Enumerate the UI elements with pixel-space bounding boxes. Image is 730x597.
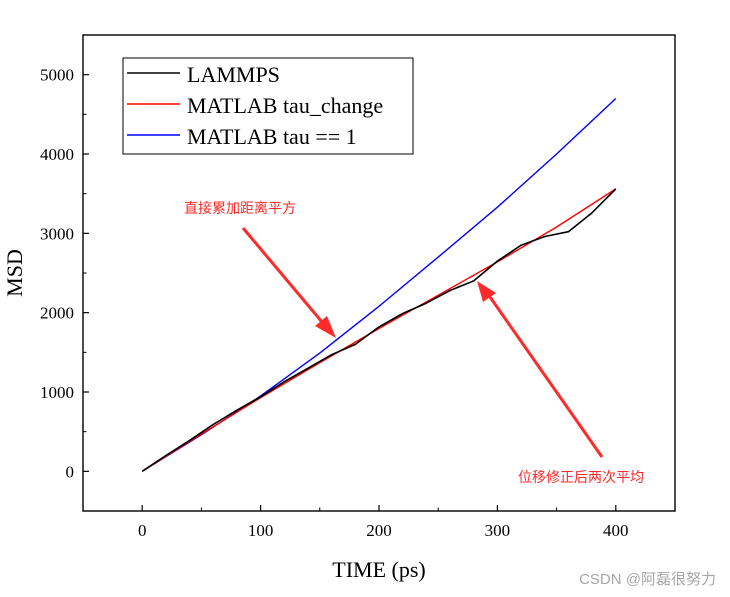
watermark: CSDN @阿磊很努力: [579, 571, 716, 588]
y-tick-label: 3000: [40, 224, 74, 243]
x-tick-label: 300: [485, 521, 511, 540]
annotation-direct-sum-arrowhead: [315, 316, 336, 338]
x-axis-ticks: 0 100 200 300 400: [138, 505, 629, 540]
y-axis-ticks: 0 1000 2000 3000 4000 5000: [40, 66, 89, 481]
annotation-direct-sum-label: 直接累加距离平方: [184, 200, 296, 216]
y-tick-label: 4000: [40, 145, 74, 164]
legend-label-lammps: LAMMPS: [187, 62, 280, 87]
annotation-corrected-avg-arrowhead: [477, 281, 496, 302]
x-axis-label: TIME (ps): [332, 557, 425, 582]
annotation-corrected-avg: 位移修正后两次平均: [477, 281, 644, 485]
annotation-corrected-avg-label: 位移修正后两次平均: [518, 469, 644, 485]
legend-label-tau-1: MATLAB tau == 1: [187, 124, 357, 149]
y-axis-label: MSD: [2, 249, 27, 297]
legend: LAMMPS MATLAB tau_change MATLAB tau == 1: [122, 57, 414, 155]
annotation-direct-sum: 直接累加距离平方: [184, 200, 336, 338]
y-tick-label: 2000: [40, 304, 74, 323]
x-tick-label: 100: [248, 521, 274, 540]
x-tick-label: 0: [138, 521, 147, 540]
x-tick-label: 400: [603, 521, 629, 540]
annotation-direct-sum-arrow: [241, 227, 324, 323]
series-layer: [141, 97, 617, 472]
y-tick-label: 1000: [40, 383, 74, 402]
series-line-lammps: [141, 188, 617, 472]
annotation-corrected-avg-arrow: [488, 296, 604, 458]
legend-label-tau-change: MATLAB tau_change: [187, 93, 383, 118]
series-line-matlab-tau-change: [141, 188, 617, 472]
y-tick-label: 5000: [40, 66, 74, 85]
legend-box: [122, 57, 414, 155]
x-tick-label: 200: [366, 521, 392, 540]
y-tick-label: 0: [66, 462, 75, 481]
